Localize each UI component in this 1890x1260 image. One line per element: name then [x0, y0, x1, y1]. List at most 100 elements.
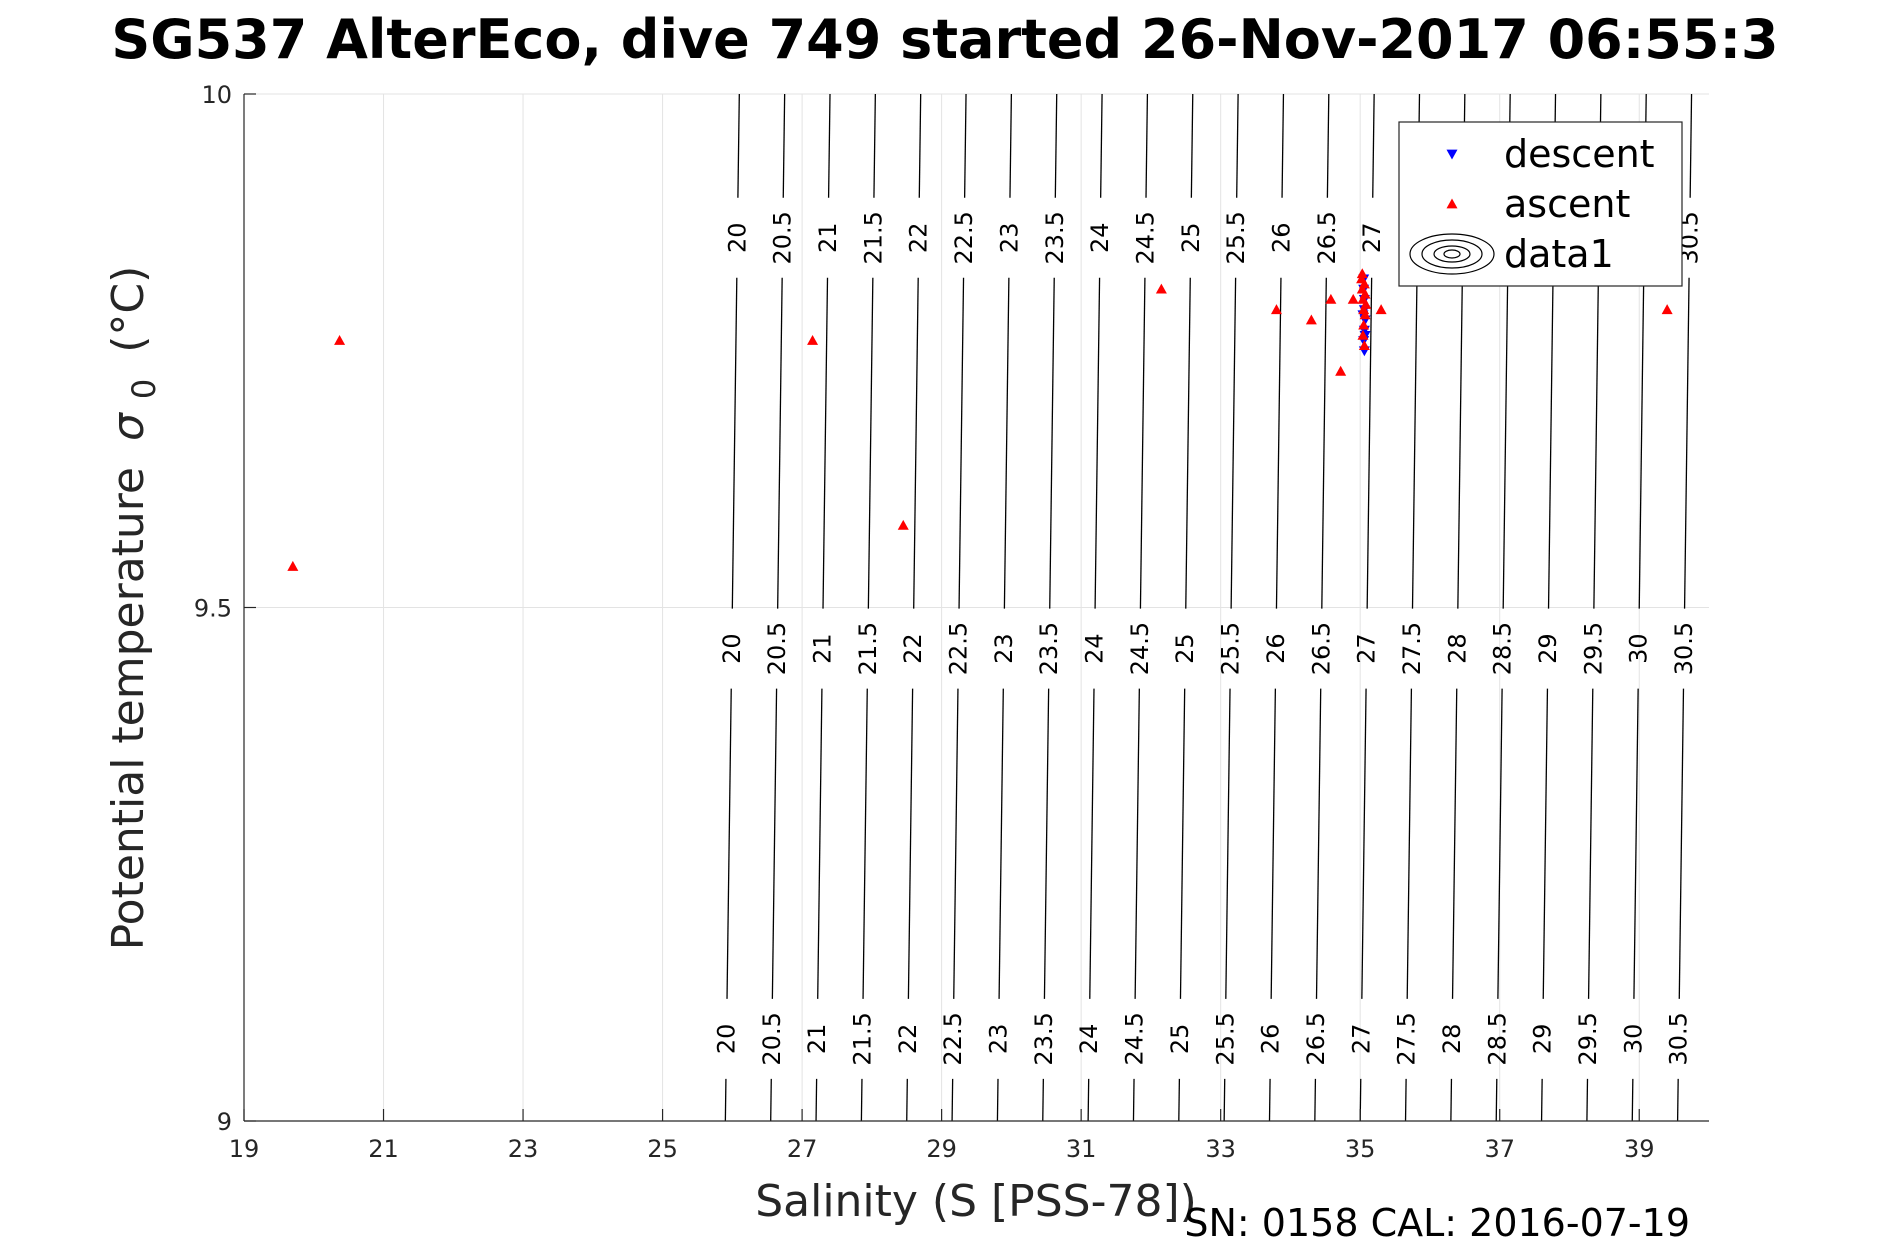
x-tick-label: 23 — [508, 1135, 539, 1163]
contour-line-segment — [1179, 688, 1186, 999]
contour-label: 30.5 — [1665, 1012, 1693, 1065]
contour-line-segment — [1042, 1078, 1044, 1121]
ascent-point — [1358, 340, 1370, 351]
contour-label: 30.5 — [1670, 622, 1698, 675]
contour-label: 31 — [1715, 633, 1743, 664]
contour-line-segment — [1190, 94, 1194, 198]
contour-line-segment — [1185, 277, 1191, 609]
contour-label: 26.5 — [1313, 211, 1341, 264]
contour-line-segment — [1094, 277, 1101, 609]
legend-descent-label: descent — [1504, 132, 1655, 176]
contour-line-segment — [1139, 277, 1146, 609]
contour-line-segment — [1225, 688, 1231, 999]
contour-label: 21 — [808, 633, 836, 664]
x-tick-label: 35 — [1345, 1135, 1376, 1163]
contour-label: 27.5 — [1398, 622, 1426, 675]
contour-line-segment — [996, 1078, 999, 1121]
y-axis-label-symbol: σ — [103, 412, 154, 441]
x-tick-label: 19 — [229, 1135, 260, 1163]
ascent-point — [1661, 304, 1673, 315]
contour-line-segment — [1372, 94, 1375, 198]
contour-line-segment — [1547, 277, 1554, 609]
contour-line-segment — [1089, 688, 1095, 999]
ascent-point — [1358, 304, 1370, 315]
legend-contour-marker — [1443, 249, 1461, 259]
contour-line-segment — [1457, 277, 1463, 609]
contour-label: 28.5 — [1483, 1012, 1511, 1065]
contour-label: 22.5 — [939, 1012, 967, 1065]
contour-label: 20.5 — [763, 622, 791, 675]
contour-label: 31 — [1710, 1024, 1738, 1055]
contour-line-segment — [827, 94, 831, 198]
tick-labels: 19 21 23 25 27 29 31 33 35 37 39 9 9.5 10 — [194, 81, 1655, 1163]
contour-line-segment — [815, 1078, 818, 1121]
contour-label: 29 — [1529, 1024, 1557, 1055]
contour-line-segment — [1542, 688, 1549, 999]
contour-line-segment — [1633, 688, 1639, 999]
contour-line-segment — [873, 94, 876, 198]
x-tick-label: 21 — [368, 1135, 399, 1163]
y-axis-label-main: Potential temperature — [103, 467, 154, 950]
density-contours: 20 20 20 20.5 20.5 20.5 21 21 21 21.5 21.5 21.5 22 22… — [712, 94, 1743, 1121]
contour-label: 24 — [1086, 223, 1114, 254]
legend-ascent-label: ascent — [1504, 182, 1630, 226]
contour-label: 24 — [1081, 633, 1109, 664]
contour-label: 23 — [990, 633, 1018, 664]
x-tick-label: 27 — [787, 1135, 818, 1163]
contour-line-segment — [1268, 1078, 1271, 1121]
contour-line-segment — [1223, 1078, 1226, 1121]
contour-label: 21.5 — [849, 1012, 877, 1065]
contour-line-segment — [1683, 277, 1690, 609]
data-points — [287, 268, 1673, 571]
ascent-point — [1347, 293, 1359, 304]
contour-line-segment — [731, 277, 738, 609]
contour-label: 25.5 — [1222, 211, 1250, 264]
contour-line-segment — [1132, 1078, 1135, 1121]
contour-line-segment — [907, 688, 914, 999]
ascent-point — [1375, 304, 1387, 315]
y-tick-label: 9.5 — [194, 595, 232, 623]
contour-line-segment — [777, 277, 783, 609]
contour-line-segment — [860, 1078, 863, 1121]
x-tick-label: 39 — [1624, 1135, 1655, 1163]
contour-label: 23.5 — [1030, 1012, 1058, 1065]
contour-label: 27 — [1347, 1024, 1375, 1055]
contour-line-segment — [1049, 277, 1055, 609]
contour-label: 22 — [899, 633, 927, 664]
chart-title: SG537 AlterEco, dive 749 started 26-Nov-… — [111, 8, 1778, 71]
contour-label: 21.5 — [854, 622, 882, 675]
ascent-point — [1305, 314, 1317, 325]
x-tick-label: 29 — [926, 1135, 957, 1163]
legend: descent ascent data1 — [1398, 121, 1683, 287]
contour-line-segment — [963, 94, 967, 198]
contour-line-segment — [1631, 1078, 1634, 1121]
contour-line-segment — [1676, 1078, 1679, 1121]
contour-label: 20.5 — [769, 211, 797, 264]
contour-label: 28 — [1438, 1024, 1466, 1055]
legend-ascent-marker — [1446, 198, 1458, 209]
contour-label: 22 — [894, 1024, 922, 1055]
contour-label: 23 — [995, 223, 1023, 254]
axes — [243, 93, 1709, 1122]
contour-line-segment — [1723, 1079, 1724, 1121]
ascent-point — [287, 560, 299, 571]
contour-label: 27.5 — [1393, 1012, 1421, 1065]
x-tick-label: 25 — [647, 1135, 678, 1163]
contour-label: 25.5 — [1211, 1012, 1239, 1065]
legend-descent-marker — [1446, 149, 1458, 160]
contour-line-segment — [770, 1078, 772, 1121]
contour-line-segment — [1725, 689, 1729, 999]
contour-line-segment — [1321, 277, 1327, 609]
contour-label: 26 — [1262, 633, 1290, 664]
contour-line-segment — [951, 1078, 954, 1121]
contour-line-segment — [1230, 277, 1237, 609]
contour-line-segment — [906, 1078, 908, 1121]
legend-box — [1398, 121, 1683, 287]
contour-label: 22.5 — [950, 211, 978, 264]
contour-label: 25 — [1171, 633, 1199, 664]
contour-line-segment — [1326, 94, 1330, 198]
ascent-point — [1335, 365, 1347, 376]
contour-line-segment — [918, 94, 922, 198]
contour-line-segment — [1593, 277, 1600, 609]
contour-line-segment — [1587, 688, 1594, 999]
